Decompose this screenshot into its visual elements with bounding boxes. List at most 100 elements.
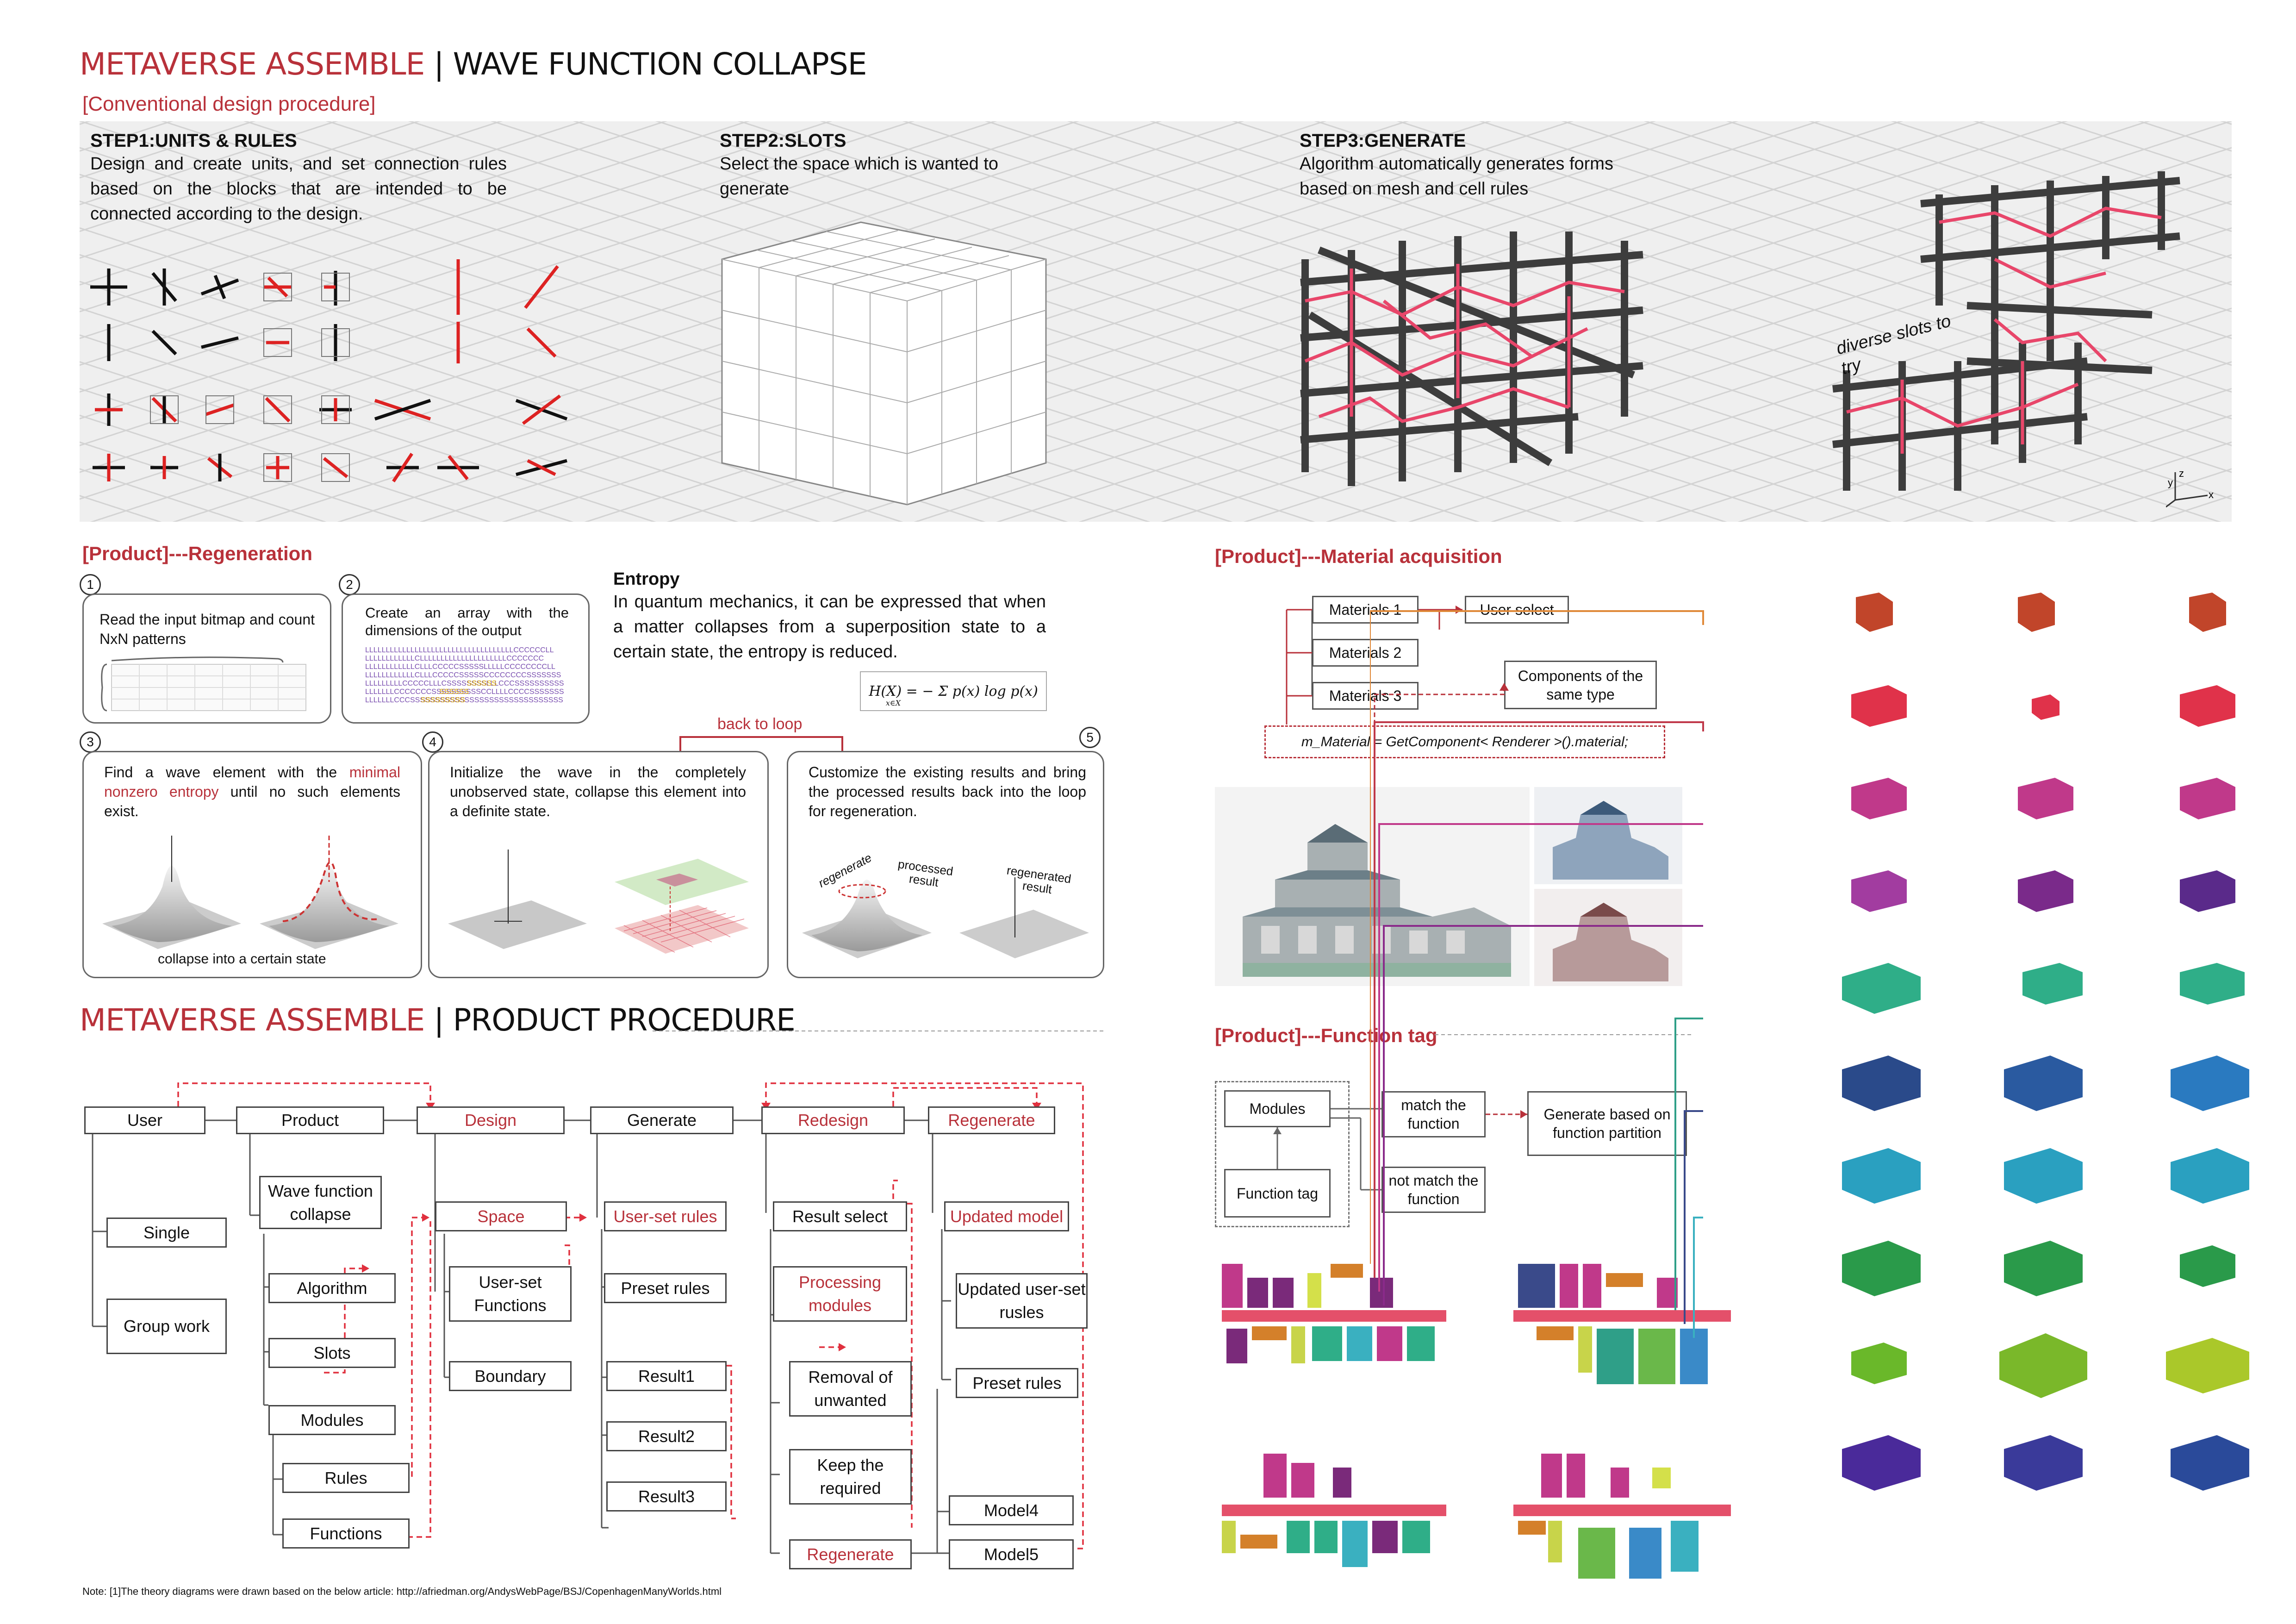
svg-text:LLLLLLLLLCCCCCLLLCSSSSSSSSLLLC: LLLLLLLLLCCCCCLLLCSSSSSSSSLLLCCCSSSSSSSS… [365,680,564,687]
node-result2: Result2 [606,1421,727,1451]
formula-sub: x∈X [885,698,901,707]
node-updated-model: Updated model [944,1201,1069,1231]
formula-text: H(X) = − Σ p(x) log p(x) [869,683,1038,700]
wave-init-icon [448,849,749,954]
ft-modules: Modules [1224,1090,1331,1127]
entropy-text: In quantum mechanics, it can be expresse… [613,592,1046,662]
node-slots: Slots [268,1338,396,1368]
node-keep: Keep the required [789,1449,912,1505]
gaussian-collapse-icon [102,836,398,949]
step1-text: Design and create units, and set connect… [90,154,507,224]
node-result1: Result1 [606,1361,727,1391]
slot-grid-icon [721,221,1047,506]
panel-5-text: Customize the existing results and bring… [809,764,1086,819]
entropy-title: Entropy [613,569,680,589]
title-red: METAVERSE ASSEMBLE [80,46,425,82]
svg-text:SSSSSS: SSSSSS [467,680,497,687]
step-num-3: 3 [80,731,101,753]
units-rules-grid [90,259,568,482]
module-box-grid [1370,593,2249,1491]
step3: STEP3:GENERATE Algorithm automatically g… [1300,131,1624,201]
procedure-title-red: METAVERSE ASSEMBLE [80,1002,425,1038]
procedure-title: METAVERSE ASSEMBLE | PRODUCT PROCEDURE [80,1002,796,1038]
step2-text: Select the space which is wanted to gene… [720,154,999,199]
building-render-red [1534,889,1682,986]
node-regenerate-bottom: Regenerate [789,1539,912,1569]
node-functions: Functions [282,1518,410,1549]
svg-text:LLLLLLLLLLLLLLLLLLLLLLLLLLLLLL: LLLLLLLLLLLLLLLLLLLLLLLLLLLLLLLLLLLLCCCC… [365,646,554,654]
panel-1: Read the input bitmap and count NxN patt… [82,593,331,724]
node-model4: Model4 [949,1495,1074,1525]
node-redesign: Redesign [761,1106,905,1134]
node-generate: Generate [590,1106,734,1134]
panel-3-text-b: minimal nonzero entropy [104,764,400,800]
user-select-box: User select [1465,596,1569,624]
svg-text:LLLLLLLLLLLLCLLLCCCCCSSSSSCCCC: LLLLLLLLLLLLCLLLCCCCCSSSSSCCCCCCCCSSSSSS… [365,671,561,679]
page-title: METAVERSE ASSEMBLE | WAVE FUNCTION COLLA… [80,46,867,82]
entropy-formula: H(X) = − Σ p(x) log p(x) x∈X [860,671,1047,711]
axis-x: x [2209,489,2214,500]
step-num-2: 2 [339,574,360,595]
node-user-set-rules: User-set rules [604,1201,727,1231]
axis-z: z [2179,468,2184,479]
generated-frame-icon [1300,231,1643,486]
node-algorithm: Algorithm [268,1273,396,1303]
svg-text:SSSSSSSSS: SSSSSSSSS [421,696,465,704]
footnote: Note: [1]The theory diagrams were drawn … [82,1586,722,1597]
node-model5: Model5 [949,1539,1074,1569]
node-wfc: Wave function collapse [259,1176,382,1229]
node-boundary: Boundary [449,1361,572,1391]
node-design: Design [417,1106,565,1134]
node-group-work: Group work [106,1299,227,1354]
step-num-1: 1 [80,574,101,595]
function-tag-title: [Product]---Function tag [1215,1024,1437,1046]
panel-1-text: Read the input bitmap and count NxN patt… [100,611,315,647]
bitmap-grid-icon [101,656,306,712]
svg-text:LLLLLLLLLLLLCLLLLLLLLLLLLLLLLL: LLLLLLLLLLLLCLLLLLLLLLLLLLLLLLLLLLCCCCCC… [365,655,544,662]
modules-group [1215,1081,1350,1227]
back-to-loop-label: back to loop [713,715,807,733]
unit-bounding-cubes [150,273,350,482]
axis-y: y [2168,477,2173,488]
panel-5: Customize the existing results and bring… [787,751,1104,978]
ft-generate: Generate based on function partition [1527,1091,1687,1156]
node-result-select: Result select [773,1201,907,1231]
node-user: User [84,1106,205,1134]
panel-4: Initialize the wave in the completely un… [428,751,769,978]
node-removal: Removal of unwanted [789,1361,912,1417]
components-box: Components of the same type [1504,661,1657,709]
node-preset-rules: Preset rules [604,1273,727,1303]
ft-not-match: not match the function [1381,1167,1486,1213]
axes-icon: z y x [2166,468,2214,508]
node-updated-rules: Updated user-set rusles [956,1273,1088,1329]
ft-match: match the function [1381,1091,1486,1137]
bar-layout-icon [1222,1264,1731,1579]
regeneration-title: [Product]---Regeneration [82,543,312,564]
building-render-blue [1534,787,1682,884]
procedure-title-sep: | [434,1002,444,1038]
materials-2: Materials 2 [1312,639,1419,667]
title-black: WAVE FUNCTION COLLAPSE [453,46,867,82]
panel-3: Find a wave element with the minimal non… [82,751,422,978]
material-connectors [1286,606,1509,725]
materials-1: Materials 1 [1312,596,1419,624]
svg-text:LLLLLLLLLLLLCLLLCCCCCSSSSSLLLL: LLLLLLLLLLLLCLLLCCCCCSSSSSLLLLLCCCCCCCCL… [365,663,555,671]
svg-text:LLLLLLLCCCCCCCSSSSSSSSSSCCLLLL: LLLLLLLCCCCCCCSSSSSSSSSSCCLLLLCCCCSSSSSS… [365,688,564,696]
procedure-title-black: PRODUCT PROCEDURE [453,1002,796,1038]
subtitle: [Conventional design procedure] [82,93,376,115]
function-tag-connectors [1273,1108,1527,1191]
panel-3-caption: collapse into a certain state [158,951,326,967]
step2: STEP2:SLOTS Select the space which is wa… [720,131,1044,201]
node-single: Single [106,1218,227,1248]
node-processing-modules: Processing modules [773,1266,907,1322]
material-title: [Product]---Material acquisition [1215,545,1502,567]
generated-frame-icon-2 [1832,171,2180,491]
panel-2-text: Create an array with the dimensions of t… [365,605,569,638]
panel-4-text: Initialize the wave in the completely un… [450,764,746,819]
node-rules: Rules [282,1463,410,1493]
regenerate-loop-icon [802,877,1089,958]
panel-3-text-c: until no such elements exist. [104,783,401,819]
node-regenerate-top: Regenerate [928,1106,1055,1134]
code-box: m_Material = GetComponent< Renderer >().… [1264,725,1665,758]
node-user-set-functions: User-set Functions [449,1266,572,1322]
